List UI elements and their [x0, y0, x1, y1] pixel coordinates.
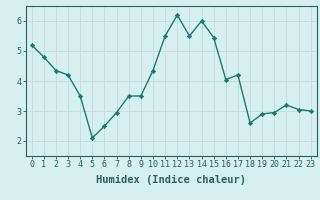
X-axis label: Humidex (Indice chaleur): Humidex (Indice chaleur) — [96, 175, 246, 185]
